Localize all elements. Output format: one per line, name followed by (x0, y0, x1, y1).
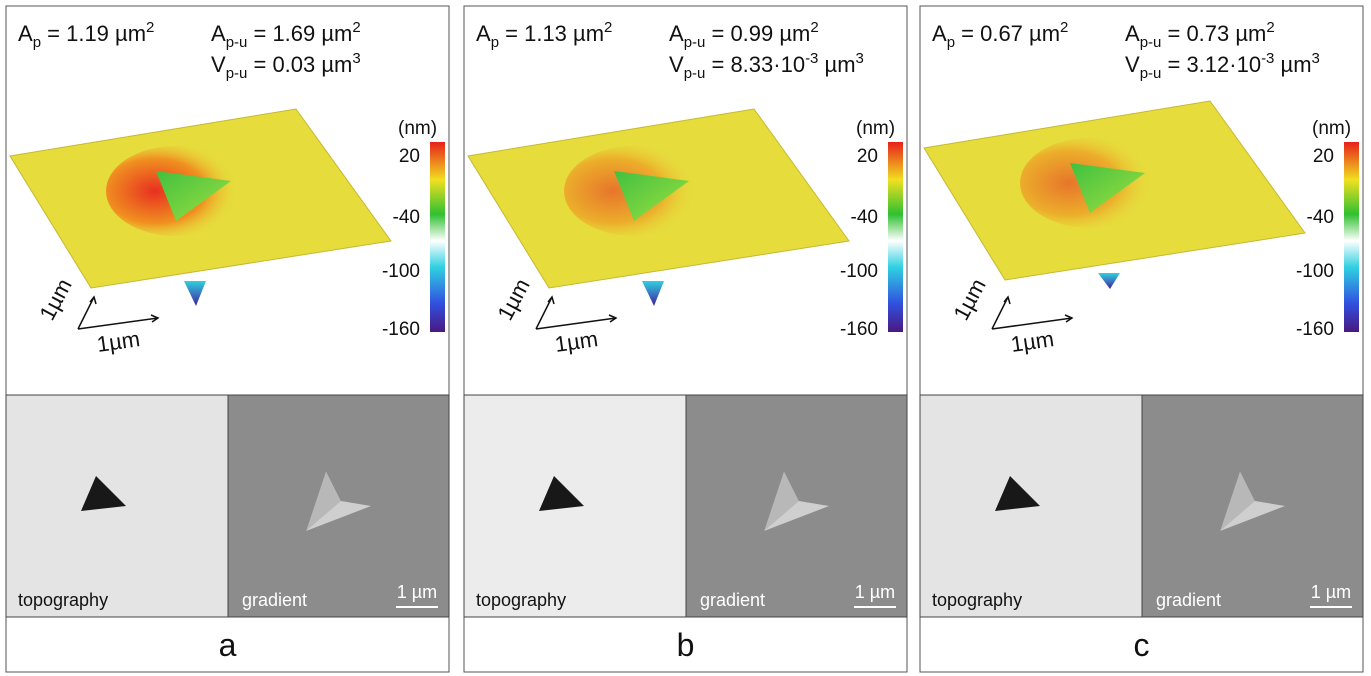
colorbar-tick-label: -40 (1307, 207, 1334, 228)
text-run: = 8.33·10 (705, 52, 805, 77)
text-run: A (211, 21, 226, 46)
text-sup: -3 (805, 50, 818, 67)
text-run: V (211, 52, 226, 77)
indent-tip (1098, 273, 1120, 289)
text-run: µm (818, 52, 855, 77)
pileup-volume: Vp-u = 0.03 µm3 (211, 50, 361, 82)
colorbar-tick-label: -100 (840, 261, 878, 282)
indent-tip (184, 281, 206, 306)
image-caption: topography (18, 590, 108, 610)
text-run: = 1.13 µm (499, 21, 604, 46)
text-sup: 2 (604, 19, 612, 36)
scale-bar-label: 1 µm (855, 582, 895, 602)
text-sub: p-u (684, 34, 706, 51)
image-caption: topography (932, 590, 1022, 610)
text-sup: 2 (810, 19, 818, 36)
pileup-volume: Vp-u = 3.12·10-3 µm3 (1125, 50, 1320, 82)
axis-label: 1µm (34, 274, 76, 324)
image-caption: gradient (700, 590, 765, 610)
colorbar-tick-label: -160 (382, 319, 420, 340)
colorbar-tick-label: 20 (1313, 146, 1334, 167)
text-run: A (1125, 21, 1140, 46)
colorbar-tick-label: 20 (399, 146, 420, 167)
image-caption: gradient (242, 590, 307, 610)
colorbar-tick-label: -160 (1296, 319, 1334, 340)
text-sup: 2 (146, 19, 154, 36)
axis-label: 1µm (492, 274, 534, 324)
indent-tip (642, 281, 664, 306)
text-run: V (1125, 52, 1140, 77)
colorbar-tick-label: -40 (851, 207, 878, 228)
text-run: A (18, 21, 33, 46)
text-run: A (476, 21, 491, 46)
text-run: A (932, 21, 947, 46)
panel-label: b (677, 627, 695, 663)
text-run: = 0.67 µm (955, 21, 1060, 46)
text-sup: 2 (1266, 19, 1274, 36)
image-caption: gradient (1156, 590, 1221, 610)
text-sup: 3 (856, 50, 864, 67)
colorbar (888, 142, 903, 332)
text-run: µm (1274, 52, 1311, 77)
text-sup: 3 (352, 50, 360, 67)
pileup-area: Ap-u = 0.99 µm2 (669, 19, 819, 51)
colorbar-unit: (nm) (1312, 118, 1351, 139)
text-run: A (669, 21, 684, 46)
text-sup: 3 (1312, 50, 1320, 67)
axis-label: 1µm (1009, 326, 1055, 357)
axis-label: 1µm (948, 274, 990, 324)
pileup-area: Ap-u = 0.73 µm2 (1125, 19, 1275, 51)
scale-bar-label: 1 µm (1311, 582, 1351, 602)
text-sub: p (33, 34, 41, 51)
text-run: = 1.19 µm (41, 21, 146, 46)
colorbar-unit: (nm) (398, 118, 437, 139)
text-sub: p-u (1140, 34, 1162, 51)
projected-area: Ap = 1.19 µm2 (18, 19, 154, 51)
scale-bar-label: 1 µm (397, 582, 437, 602)
text-sup: 2 (352, 19, 360, 36)
text-run: = 0.03 µm (247, 52, 352, 77)
panel-label: c (1134, 627, 1150, 663)
projected-area: Ap = 1.13 µm2 (476, 19, 612, 51)
text-run: V (669, 52, 684, 77)
pileup-volume: Vp-u = 8.33·10-3 µm3 (669, 50, 864, 82)
page: Ap = 1.19 µm2Ap-u = 1.69 µm2Vp-u = 0.03 … (0, 0, 1371, 676)
text-sub: p (491, 34, 499, 51)
colorbar (430, 142, 445, 332)
text-sub: p (947, 34, 955, 51)
axis-arrows (78, 297, 158, 329)
text-run: = 0.73 µm (1161, 21, 1266, 46)
text-sub: p-u (226, 34, 248, 51)
text-sup: 2 (1060, 19, 1068, 36)
axis-label: 1µm (553, 326, 599, 357)
colorbar-unit: (nm) (856, 118, 895, 139)
text-sub: p-u (684, 65, 706, 82)
text-run: = 1.69 µm (247, 21, 352, 46)
text-sup: -3 (1261, 50, 1274, 67)
panel-label: a (219, 627, 237, 663)
image-caption: topography (476, 590, 566, 610)
projected-area: Ap = 0.67 µm2 (932, 19, 1068, 51)
colorbar-tick-label: 20 (857, 146, 878, 167)
text-sub: p-u (226, 65, 248, 82)
text-run: = 3.12·10 (1161, 52, 1261, 77)
figure: Ap = 1.19 µm2Ap-u = 1.69 µm2Vp-u = 0.03 … (0, 0, 1371, 676)
colorbar-tick-label: -40 (393, 207, 420, 228)
colorbar-tick-label: -160 (840, 319, 878, 340)
axis-label: 1µm (95, 326, 141, 357)
text-sub: p-u (1140, 65, 1162, 82)
axis-arrows (536, 297, 616, 329)
colorbar-tick-label: -100 (1296, 261, 1334, 282)
text-run: = 0.99 µm (705, 21, 810, 46)
pileup-area: Ap-u = 1.69 µm2 (211, 19, 361, 51)
axis-arrows (992, 297, 1072, 329)
colorbar (1344, 142, 1359, 332)
colorbar-tick-label: -100 (382, 261, 420, 282)
